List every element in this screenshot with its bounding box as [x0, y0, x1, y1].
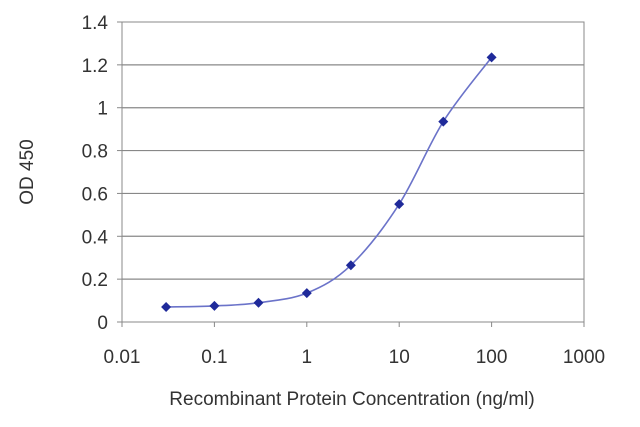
y-tick-label: 0.6 [82, 184, 108, 205]
x-tick-label: 100 [476, 347, 508, 368]
x-tick-label: 0.01 [104, 347, 141, 368]
y-tick-label: 0.8 [82, 142, 108, 163]
data-point-marker [209, 300, 220, 311]
data-point-marker [438, 116, 449, 127]
data-points [161, 52, 497, 312]
x-axis-title: Recombinant Protein Concentration (ng/ml… [169, 389, 534, 410]
y-tick-label: 1 [97, 99, 108, 120]
gridlines [122, 64, 584, 280]
x-tick-labels: 0.01 0.1 1 10 100 1000 [104, 322, 605, 368]
x-tick-label: 1000 [563, 347, 605, 368]
data-point-marker [301, 288, 312, 299]
data-point-marker [345, 260, 356, 271]
data-point-marker [394, 199, 405, 210]
y-tick-label: 0 [97, 313, 108, 334]
data-point-marker [253, 297, 264, 308]
x-tick-label: 1 [302, 347, 313, 368]
x-tick-label: 10 [389, 347, 410, 368]
y-tick-labels: 0 0.2 0.4 0.6 0.8 1 1.2 1.4 [82, 13, 122, 334]
x-tick-label: 0.1 [201, 347, 227, 368]
data-point-marker [161, 302, 172, 312]
y-tick-label: 0.4 [82, 227, 109, 248]
plot-area [121, 21, 585, 323]
y-tick-label: 1.4 [82, 13, 109, 34]
y-tick-label: 0.2 [82, 270, 108, 291]
y-axis-title: OD 450 [17, 139, 38, 204]
y-tick-label: 1.2 [82, 56, 108, 77]
data-point-marker [486, 52, 497, 63]
